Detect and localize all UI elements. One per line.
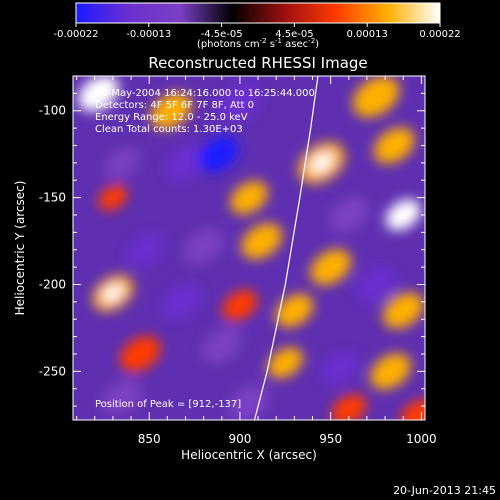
y-tick-label: -200: [39, 277, 66, 291]
colorbar-tick-label: -0.00013: [126, 29, 171, 40]
heatmap-blob: [275, 293, 314, 328]
heatmap-blob: [241, 223, 283, 260]
y-tick-label: -150: [39, 191, 66, 205]
annotation-line: Energy Range: 12.0 - 25.0 keV: [95, 112, 248, 123]
heatmap-blob: [218, 82, 262, 122]
heatmap-peak: [88, 84, 109, 102]
colorbar-ticks: -0.00022 -0.00013 -4.5e-05 4.5e-05 0.00013 0.…: [54, 23, 461, 40]
colorbar-tick-label: 4.5e-05: [275, 29, 313, 40]
plot-frame: [72, 75, 426, 421]
heatmap-blob: [370, 353, 411, 390]
colorbar-tick-label: -4.5e-05: [201, 29, 243, 40]
heatmap-blob: [119, 335, 161, 372]
solar-limb-line: [253, 76, 319, 420]
x-tick-label: 850: [138, 432, 161, 446]
colorbar-units: (photons cm-2 s-1 asec-2): [197, 37, 319, 50]
colorbar-tick-label: -0.00022: [54, 29, 99, 40]
heatmap-blob: [400, 399, 425, 420]
y-tick-label: -100: [39, 104, 66, 118]
heatmap-blob: [197, 136, 239, 173]
heatmap-blob: [328, 196, 370, 233]
heatmap-blob: [228, 384, 270, 420]
axes: 850 900 950 1000 -100 -150 -200 -250: [39, 75, 437, 446]
chart-title: Reconstructed RHESSI Image: [148, 54, 367, 72]
heatmap-blob: [382, 292, 424, 329]
timestamp: 20-Jun-2013 21:45: [393, 484, 496, 497]
heatmap-layer: [78, 76, 425, 420]
heatmap-blob: [98, 184, 128, 211]
colorbar: [75, 2, 441, 24]
annotation-line: Detectors: 4F 5F 6F 7F 8F, Att 0: [95, 100, 254, 111]
heatmap-blob: [352, 76, 400, 118]
heatmap-blob: [267, 347, 303, 379]
heatmap-blob: [331, 394, 367, 420]
annotation-line: 30-May-2004 16:24:16.000 to 16:25:44.000: [95, 88, 315, 99]
annotation-block: 30-May-2004 16:24:16.000 to 16:25:44.000…: [95, 88, 315, 135]
x-axis-label: Heliocentric X (arcsec): [181, 448, 317, 462]
heatmap-blob: [126, 233, 165, 267]
heatmap-blob: [230, 180, 268, 215]
heatmap-blob: [201, 327, 243, 364]
heatmap-blob: [373, 127, 415, 164]
x-tick-label: 1000: [406, 432, 437, 446]
heatmap-peak: [310, 153, 334, 173]
heatmap-blob: [310, 249, 352, 286]
colorbar-tick-label: 0.00022: [419, 29, 460, 40]
heatmap-blob: [355, 266, 397, 303]
heatmap-blob: [165, 144, 206, 181]
heatmap-peak: [102, 284, 123, 302]
heatmap-blob: [183, 228, 225, 265]
x-tick-label: 900: [228, 432, 251, 446]
heatmap-blob: [320, 351, 359, 385]
colorbar-tick-label: 0.00013: [347, 29, 388, 40]
heatmap-blob: [150, 92, 192, 129]
y-axis-label: Heliocentric Y (arcsec): [13, 181, 27, 316]
heatmap-blob: [222, 289, 258, 321]
heatmap-peak: [394, 207, 412, 223]
y-tick-label: -250: [39, 364, 66, 378]
x-tick-label: 950: [319, 432, 342, 446]
heatmap-blob: [161, 283, 203, 320]
heatmap-blob: [104, 147, 140, 179]
peak-label: Position of Peak = [912,-137]: [95, 399, 241, 410]
heatmap-blob: [101, 379, 143, 416]
annotation-line: Clean Total counts: 1.30E+03: [95, 124, 243, 135]
